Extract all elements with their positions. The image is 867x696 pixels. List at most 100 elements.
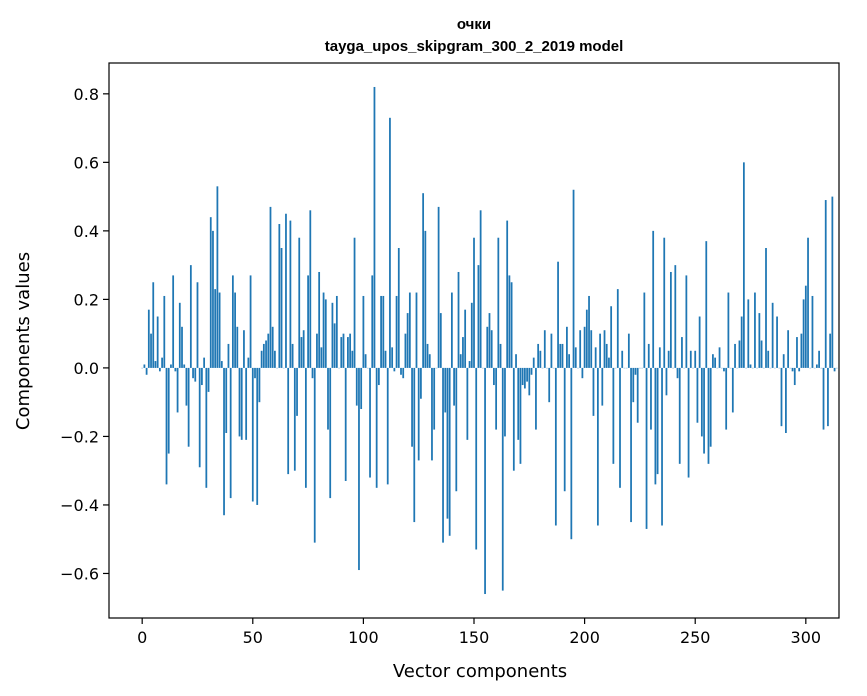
bar	[269, 206, 272, 368]
bar	[822, 367, 825, 430]
bar	[369, 367, 371, 478]
bar	[287, 367, 290, 475]
bar	[747, 299, 750, 368]
bar	[187, 367, 190, 447]
bar	[632, 367, 635, 403]
bar	[192, 367, 194, 379]
bar	[331, 302, 334, 368]
bar	[249, 275, 252, 368]
bar	[307, 275, 309, 368]
bar	[661, 367, 663, 526]
y-tick-label: 0.0	[74, 359, 99, 378]
bar	[512, 367, 515, 471]
bar	[596, 367, 599, 526]
bar	[393, 367, 396, 372]
bar	[647, 343, 650, 368]
bar	[681, 337, 683, 368]
bar	[274, 350, 276, 368]
bar	[698, 316, 701, 368]
bar	[256, 367, 259, 505]
bar	[634, 367, 637, 375]
bar	[493, 367, 495, 386]
bar	[371, 275, 374, 368]
bar	[347, 337, 349, 368]
bar	[225, 367, 228, 433]
bar	[793, 367, 796, 386]
bar	[150, 333, 152, 368]
bar	[453, 367, 455, 406]
y-tick-label: 0.6	[74, 153, 99, 172]
bar	[446, 367, 449, 519]
bar	[559, 343, 562, 368]
bar	[340, 337, 343, 368]
bar	[329, 367, 332, 499]
bar	[758, 313, 761, 368]
bar	[725, 367, 728, 430]
x-axis-ticks: 0 50 100 150 200 250 300	[137, 618, 821, 647]
x-axis-label: Vector components	[393, 661, 567, 682]
bar	[760, 340, 763, 368]
bar	[455, 367, 458, 492]
bar	[636, 367, 639, 423]
bar	[687, 367, 690, 478]
bar	[459, 354, 462, 368]
bar	[406, 313, 409, 368]
bar	[304, 367, 307, 488]
bar	[218, 292, 221, 368]
bar	[395, 295, 398, 368]
bar	[216, 186, 219, 368]
bar	[181, 326, 183, 368]
bar	[694, 350, 697, 368]
bar	[570, 367, 573, 540]
bar	[827, 367, 829, 427]
bar	[152, 282, 155, 368]
bar	[214, 289, 217, 368]
bar	[767, 350, 770, 368]
bar	[178, 302, 181, 368]
bar	[324, 299, 327, 368]
bar	[389, 117, 391, 368]
bar	[709, 367, 712, 447]
bar	[645, 367, 648, 529]
bar	[377, 367, 380, 386]
bar	[433, 367, 436, 430]
bar	[829, 333, 832, 368]
bar	[727, 292, 730, 368]
bar	[212, 230, 214, 368]
bar	[703, 367, 705, 454]
bar	[442, 367, 444, 543]
bar	[811, 295, 814, 368]
bar	[327, 367, 329, 430]
bar	[313, 367, 316, 543]
bar	[504, 367, 506, 437]
bar	[411, 367, 413, 447]
bar	[316, 333, 318, 368]
bar	[530, 367, 533, 375]
plot-frame	[108, 62, 840, 619]
bar	[280, 248, 283, 368]
bar	[145, 367, 148, 375]
bar	[417, 367, 420, 461]
bar	[734, 343, 736, 368]
bar	[771, 302, 774, 368]
bar	[170, 364, 172, 368]
bar	[700, 367, 703, 437]
bar	[798, 367, 801, 372]
bar	[740, 316, 743, 368]
bar	[426, 343, 429, 368]
bar	[450, 292, 453, 368]
bar	[678, 367, 681, 464]
bar	[404, 333, 407, 368]
bar	[802, 299, 805, 368]
bar	[605, 343, 608, 368]
bar	[742, 162, 745, 368]
bar	[669, 271, 672, 368]
bar	[499, 343, 502, 368]
bar	[207, 367, 210, 392]
bar	[397, 248, 400, 368]
bar	[815, 364, 818, 368]
bar	[318, 271, 321, 368]
bar	[791, 367, 794, 372]
bar	[738, 340, 741, 368]
bar	[466, 367, 469, 440]
